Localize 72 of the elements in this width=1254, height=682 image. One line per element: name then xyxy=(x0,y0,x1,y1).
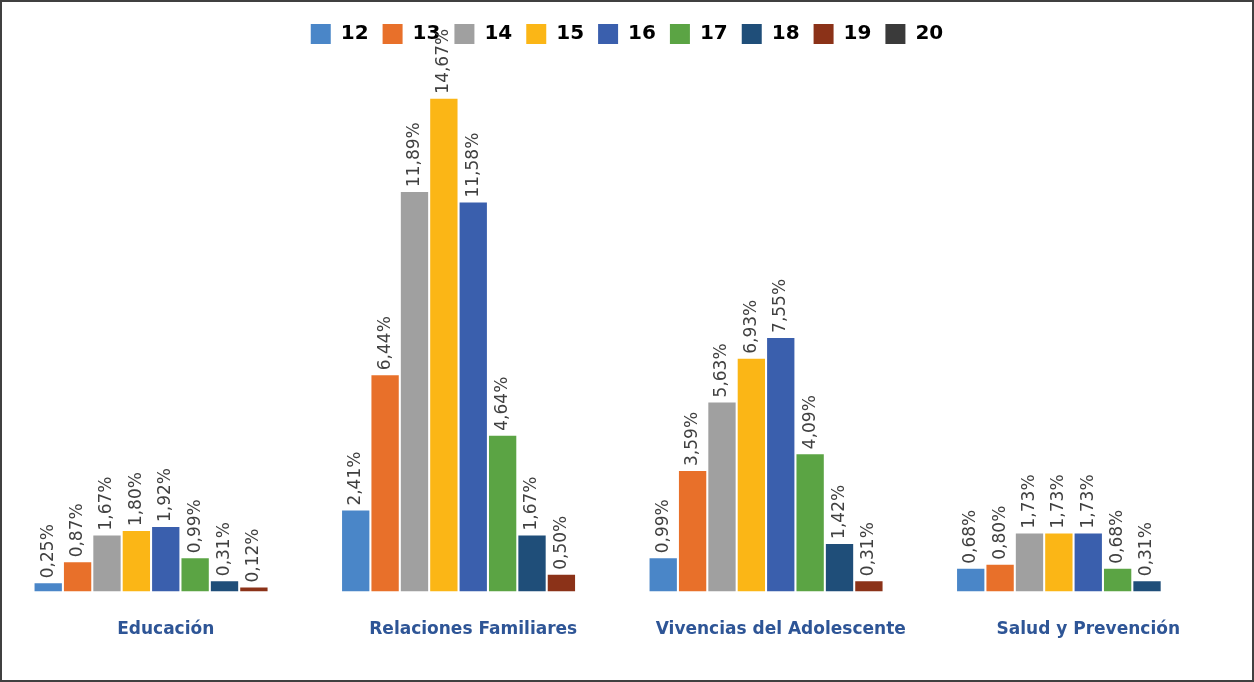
bar xyxy=(986,564,1014,592)
data-label: 0,68% xyxy=(959,509,980,564)
bar xyxy=(855,581,883,592)
bar xyxy=(796,454,824,592)
legend-label: 12 xyxy=(340,20,369,45)
bar xyxy=(1045,533,1073,592)
bar xyxy=(459,202,487,592)
data-label: 0,50% xyxy=(549,515,570,570)
data-label: 1,73% xyxy=(1047,474,1068,529)
bar xyxy=(767,337,795,592)
data-label: 11,89% xyxy=(402,122,423,188)
data-label: 4,09% xyxy=(798,395,819,450)
bar xyxy=(1103,568,1132,592)
bar xyxy=(488,435,517,592)
data-label: 0,31% xyxy=(1135,522,1156,577)
data-label: 11,58% xyxy=(461,132,482,198)
bar xyxy=(737,358,766,592)
data-label: 6,44% xyxy=(373,316,394,371)
data-label: 1,73% xyxy=(1076,474,1097,529)
bar xyxy=(210,581,239,592)
legend-label: 17 xyxy=(699,20,728,45)
legend-label: 16 xyxy=(628,20,656,45)
bar xyxy=(63,562,92,592)
bar xyxy=(547,574,576,592)
bar xyxy=(678,470,707,592)
data-label: 0,99% xyxy=(183,499,204,554)
data-label: 0,80% xyxy=(988,505,1009,560)
data-label: 0,31% xyxy=(212,522,233,577)
bar xyxy=(825,543,854,592)
bar xyxy=(93,535,121,592)
legend-label: 19 xyxy=(843,20,872,45)
bar xyxy=(152,527,180,592)
bar xyxy=(342,510,370,592)
bar xyxy=(1074,533,1102,592)
data-label: 1,67% xyxy=(95,476,116,531)
data-label: 3,59% xyxy=(681,411,702,466)
bar xyxy=(1133,581,1161,592)
x-tick-label: Salud y Prevención xyxy=(996,618,1181,639)
data-label: 2,41% xyxy=(344,451,365,506)
data-label: 7,55% xyxy=(769,278,790,333)
bar xyxy=(430,98,458,592)
data-label: 5,63% xyxy=(710,343,731,398)
bar xyxy=(371,375,399,592)
data-label: 1,92% xyxy=(154,468,175,523)
legend-label: 18 xyxy=(771,20,800,45)
bar xyxy=(708,402,736,592)
bar xyxy=(400,192,429,592)
bar xyxy=(181,558,209,592)
legend-label: 14 xyxy=(484,20,513,45)
data-label: 0,87% xyxy=(66,503,87,558)
x-tick-label: Vivencias del Adolescente xyxy=(655,618,906,639)
x-tick-label: Educación xyxy=(117,618,215,639)
data-label: 1,67% xyxy=(520,476,541,531)
bar xyxy=(1015,533,1044,592)
data-label: 0,12% xyxy=(242,528,263,583)
data-label: 1,80% xyxy=(124,472,145,527)
bar xyxy=(957,568,985,592)
bar xyxy=(122,531,151,592)
data-label: 4,64% xyxy=(491,376,512,431)
data-label: 6,93% xyxy=(739,299,760,354)
data-label: 1,42% xyxy=(827,484,848,539)
legend-label: 20 xyxy=(915,20,944,45)
data-label: 0,68% xyxy=(1106,509,1127,564)
data-label: 0,31% xyxy=(857,522,878,577)
x-tick-label: Relaciones Familiares xyxy=(369,618,578,639)
bar xyxy=(649,558,677,592)
bar xyxy=(518,535,546,592)
legend-label: 15 xyxy=(556,20,585,45)
bar xyxy=(34,583,62,592)
data-label: 1,73% xyxy=(1017,474,1038,529)
data-label: 0,25% xyxy=(36,524,57,579)
data-label: 0,99% xyxy=(651,499,672,554)
